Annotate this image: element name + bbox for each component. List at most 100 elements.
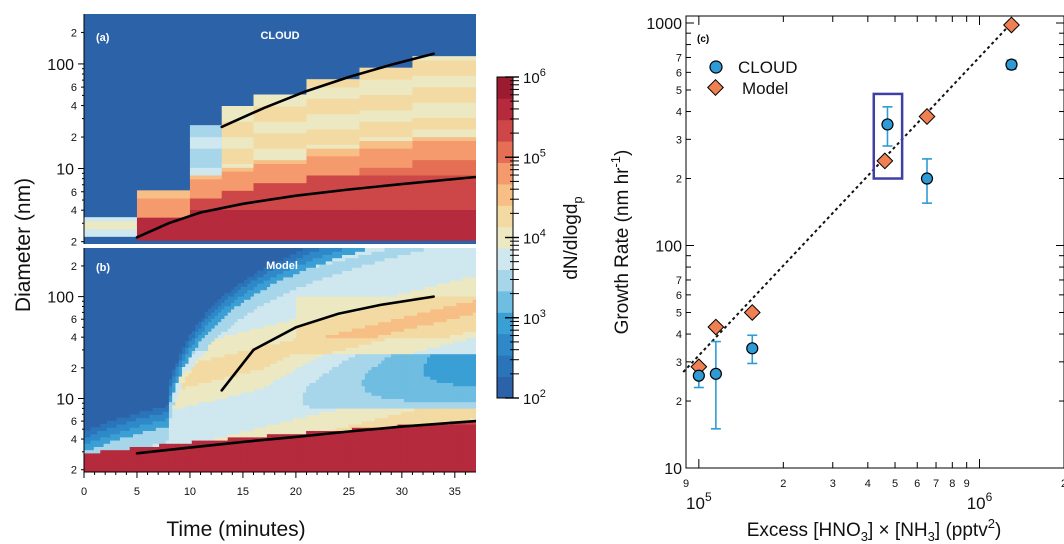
heatmap-cell bbox=[214, 302, 219, 307]
heatmap-cell bbox=[391, 248, 395, 252]
heatmap-cell bbox=[182, 440, 186, 444]
heatmap-cell bbox=[342, 324, 346, 329]
heatmap-cell bbox=[306, 267, 310, 271]
heatmap-cell bbox=[260, 404, 265, 409]
heatmap-cell bbox=[270, 305, 275, 310]
heatmap-cell bbox=[293, 420, 297, 425]
heatmap-cell bbox=[227, 436, 232, 441]
heatmap-cell bbox=[217, 392, 222, 396]
heatmap-cell bbox=[342, 424, 346, 428]
heatmap-cell bbox=[342, 363, 346, 367]
heatmap-cell bbox=[293, 465, 297, 470]
heatmap-cell bbox=[293, 312, 297, 316]
heatmap-cell bbox=[325, 456, 330, 460]
heatmap-cell bbox=[371, 356, 376, 361]
heatmap-cell bbox=[361, 414, 366, 419]
heatmap-cell bbox=[364, 414, 369, 419]
heatmap-cell bbox=[257, 401, 261, 406]
heatmap-cell bbox=[270, 276, 275, 281]
heatmap-cell bbox=[296, 340, 301, 345]
heatmap-cell bbox=[116, 456, 121, 460]
heatmap-cell bbox=[391, 334, 395, 339]
heatmap-cell bbox=[93, 449, 98, 454]
heatmap-cell bbox=[231, 404, 235, 409]
heatmap-cell bbox=[208, 462, 212, 467]
heatmap-cell bbox=[165, 452, 170, 457]
heatmap-cell bbox=[371, 276, 376, 281]
heatmap-cell bbox=[338, 321, 343, 326]
heatmap-cell bbox=[387, 459, 392, 463]
heatmap-cell bbox=[302, 315, 307, 319]
heatmap-cell bbox=[338, 289, 343, 294]
heatmap-cell bbox=[359, 71, 413, 76]
heatmap-cell bbox=[237, 318, 242, 323]
heatmap-cell bbox=[195, 395, 199, 399]
heatmap-cell bbox=[182, 436, 186, 441]
heatmap-cell bbox=[237, 286, 242, 291]
heatmap-cell bbox=[384, 257, 389, 262]
heatmap-cell bbox=[227, 296, 232, 300]
heatmap-cell bbox=[364, 315, 369, 319]
heatmap-cell bbox=[378, 404, 382, 409]
heatmap-cell bbox=[280, 392, 284, 396]
heatmap-cell bbox=[374, 420, 379, 425]
heatmap-cell bbox=[348, 424, 353, 428]
heatmap-cell bbox=[335, 350, 340, 355]
heatmap-cell bbox=[276, 347, 281, 351]
heatmap-cell bbox=[182, 449, 186, 454]
heatmap-cell bbox=[368, 353, 373, 358]
heatmap-cell bbox=[224, 366, 229, 371]
heatmap-cell bbox=[270, 427, 275, 431]
heatmap-cell bbox=[276, 350, 281, 355]
heatmap-cell bbox=[378, 452, 382, 457]
heatmap-cell bbox=[348, 353, 353, 358]
heatmap-cell bbox=[149, 456, 154, 460]
heatmap-cell bbox=[374, 276, 379, 281]
heatmap-cell bbox=[355, 408, 359, 412]
heatmap-cell bbox=[247, 408, 252, 412]
heatmap-cell bbox=[214, 356, 219, 361]
heatmap-cell bbox=[361, 366, 366, 371]
heatmap-cell bbox=[234, 456, 239, 460]
heatmap-cell bbox=[182, 456, 186, 460]
heatmap-cell bbox=[286, 411, 291, 415]
heatmap-cell bbox=[234, 344, 239, 348]
heatmap-cell bbox=[146, 427, 150, 431]
heatmap-cell bbox=[240, 459, 245, 463]
heatmap-cell bbox=[253, 209, 307, 214]
heatmap-cell bbox=[364, 363, 369, 367]
heatmap-cell bbox=[165, 440, 170, 444]
heatmap-cell bbox=[368, 459, 373, 463]
heatmap-cell bbox=[263, 433, 268, 438]
heatmap-cell bbox=[257, 388, 261, 393]
heatmap-cell bbox=[201, 395, 206, 399]
heatmap-cell bbox=[368, 452, 373, 457]
heatmap-cell bbox=[364, 398, 369, 403]
heatmap-cell bbox=[381, 356, 386, 361]
heatmap-cell bbox=[208, 446, 212, 451]
heatmap-cell bbox=[266, 372, 271, 377]
heatmap-cell bbox=[355, 356, 359, 361]
heatmap-cell bbox=[208, 308, 212, 313]
heatmap-cell bbox=[309, 331, 314, 335]
heatmap-cell bbox=[283, 382, 288, 387]
heatmap-cell bbox=[361, 308, 366, 313]
heatmap-cell bbox=[299, 395, 304, 399]
heatmap-cell bbox=[253, 401, 258, 406]
heatmap-cell bbox=[136, 217, 191, 222]
heatmap-cell bbox=[381, 379, 386, 383]
heatmap-cell bbox=[384, 276, 389, 281]
heatmap-cell bbox=[250, 452, 255, 457]
heatmap-cell bbox=[387, 468, 392, 472]
heatmap-cell bbox=[263, 273, 268, 278]
heatmap-cell bbox=[198, 328, 203, 332]
heatmap-cell bbox=[100, 462, 105, 467]
heatmap-cell bbox=[315, 270, 320, 275]
heatmap-cell bbox=[358, 305, 363, 310]
heatmap-cell bbox=[266, 360, 271, 364]
heatmap-cell bbox=[283, 440, 288, 444]
heatmap-cell bbox=[283, 417, 288, 422]
heatmap-cell bbox=[293, 395, 297, 399]
heatmap-cell bbox=[358, 456, 363, 460]
heatmap-cell bbox=[263, 459, 268, 463]
